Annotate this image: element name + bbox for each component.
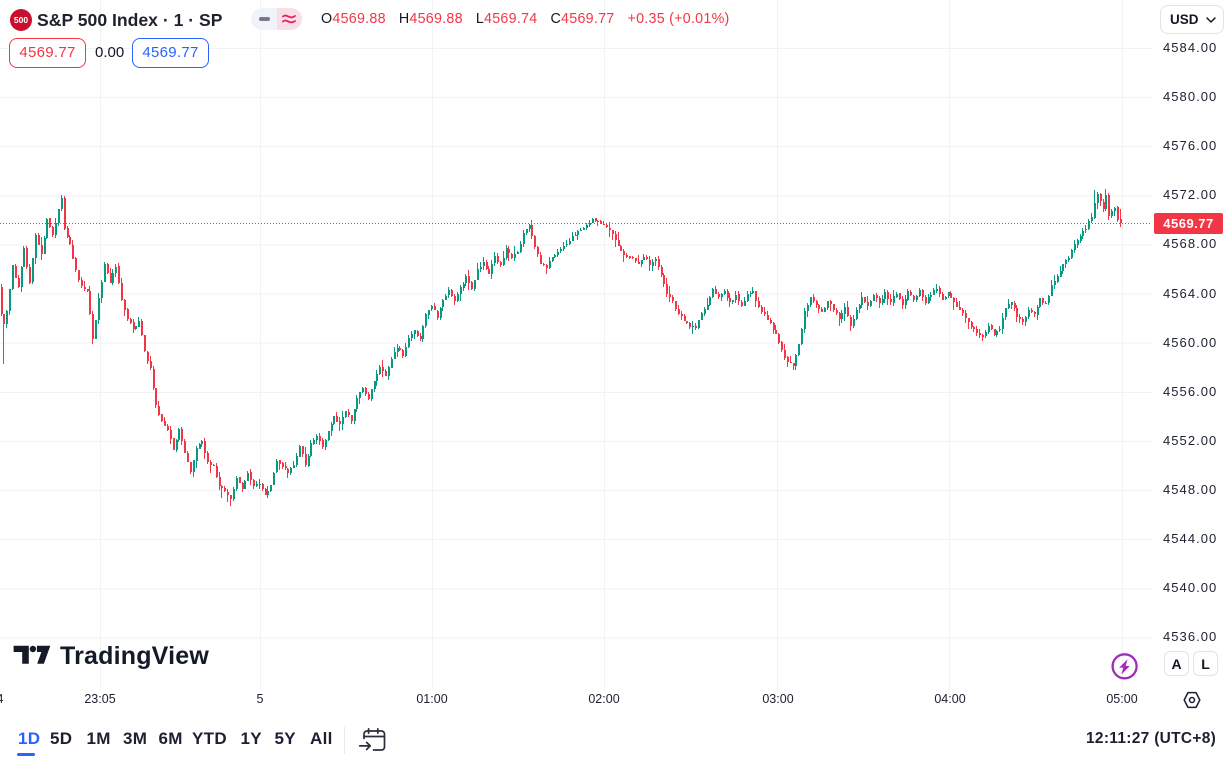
svg-text:TradingView: TradingView: [60, 644, 209, 670]
